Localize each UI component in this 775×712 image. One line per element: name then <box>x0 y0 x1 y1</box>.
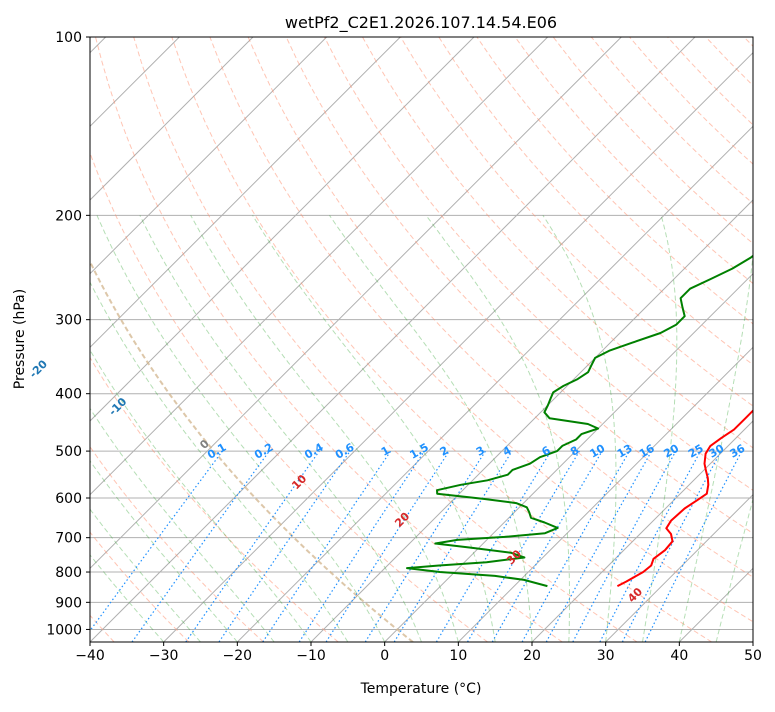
x-tick-label: 40 <box>670 648 688 664</box>
y-tick-label: 1000 <box>46 622 82 638</box>
x-tick-label: −30 <box>149 648 179 664</box>
y-tick-label: 700 <box>55 531 82 547</box>
y-tick-label: 600 <box>55 491 82 507</box>
x-tick-label: 20 <box>523 648 541 664</box>
x-tick-label: 0 <box>380 648 389 664</box>
x-tick-label: 30 <box>597 648 615 664</box>
y-tick-label: 800 <box>55 565 82 581</box>
x-tick-label: 10 <box>449 648 467 664</box>
y-tick-label: 300 <box>55 313 82 329</box>
x-tick-label: −10 <box>296 648 326 664</box>
x-tick-label: −20 <box>223 648 253 664</box>
y-tick-label: 200 <box>55 208 82 224</box>
y-tick-label: 900 <box>55 595 82 611</box>
y-tick-label: 400 <box>55 387 82 403</box>
y-axis-label: Pressure (hPa) <box>12 289 28 389</box>
y-tick-label: 100 <box>55 30 82 46</box>
y-tick-label: 500 <box>55 444 82 460</box>
x-tick-label: 50 <box>744 648 762 664</box>
chart-title: wetPf2_C2E1.2026.107.14.54.E06 <box>285 13 557 33</box>
x-tick-label: −40 <box>75 648 105 664</box>
x-axis-label: Temperature (°C) <box>360 681 482 697</box>
